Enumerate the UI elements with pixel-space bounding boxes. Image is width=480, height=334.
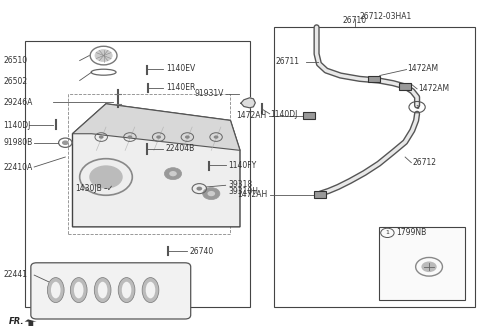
Text: 91931V: 91931V: [194, 89, 224, 98]
Circle shape: [99, 135, 104, 139]
Circle shape: [89, 165, 123, 189]
Bar: [24, 41, 250, 307]
Text: 1140FY: 1140FY: [228, 161, 256, 170]
Circle shape: [185, 135, 190, 139]
Text: 91980B: 91980B: [3, 138, 32, 147]
Bar: [303, 113, 315, 119]
Text: 29246A: 29246A: [3, 98, 33, 107]
Text: 1140DJ: 1140DJ: [271, 110, 298, 119]
Circle shape: [128, 135, 132, 139]
Circle shape: [214, 135, 218, 139]
Text: 1472AH: 1472AH: [238, 190, 268, 199]
Text: 1472AM: 1472AM: [418, 84, 449, 93]
Bar: [68, 94, 230, 233]
Ellipse shape: [71, 278, 87, 303]
Bar: [314, 191, 326, 198]
Ellipse shape: [94, 278, 111, 303]
Text: –✓: –✓: [104, 184, 114, 193]
Text: 1140EV: 1140EV: [166, 64, 195, 73]
Text: 26710: 26710: [343, 16, 367, 25]
Text: FR.: FR.: [9, 317, 25, 326]
Ellipse shape: [51, 282, 60, 298]
Text: 26502: 26502: [3, 77, 27, 86]
Text: 26711: 26711: [276, 57, 300, 66]
Bar: [399, 83, 411, 90]
Ellipse shape: [98, 282, 108, 298]
Circle shape: [421, 262, 437, 272]
Circle shape: [196, 187, 202, 191]
FancyBboxPatch shape: [31, 263, 191, 319]
Circle shape: [62, 140, 69, 145]
Ellipse shape: [142, 278, 159, 303]
Circle shape: [207, 191, 215, 196]
Text: 26740: 26740: [190, 246, 214, 256]
Polygon shape: [241, 98, 255, 108]
Circle shape: [95, 49, 112, 61]
Bar: [368, 75, 380, 82]
Text: 1: 1: [415, 105, 419, 110]
Circle shape: [169, 171, 177, 176]
Ellipse shape: [122, 282, 132, 298]
Text: 22410A: 22410A: [3, 163, 32, 171]
Text: 1: 1: [385, 230, 389, 235]
Ellipse shape: [48, 278, 64, 303]
Text: 26712-03HA1: 26712-03HA1: [360, 12, 412, 21]
Text: 1140DJ: 1140DJ: [3, 121, 30, 130]
Ellipse shape: [74, 282, 84, 298]
Text: 39310H: 39310H: [228, 187, 258, 196]
Bar: [274, 27, 475, 307]
Text: 1472AM: 1472AM: [408, 64, 439, 73]
Bar: [379, 227, 465, 300]
Text: 26510: 26510: [3, 56, 27, 65]
Text: 1430JB: 1430JB: [75, 184, 102, 193]
Polygon shape: [72, 104, 240, 150]
Ellipse shape: [118, 278, 135, 303]
Text: 39318: 39318: [228, 180, 252, 189]
Circle shape: [156, 135, 161, 139]
Text: 1799NB: 1799NB: [396, 228, 426, 237]
Circle shape: [203, 188, 220, 200]
Text: 1472AH: 1472AH: [236, 111, 266, 120]
Text: 22404B: 22404B: [166, 144, 195, 153]
Polygon shape: [24, 319, 36, 326]
Polygon shape: [72, 104, 240, 227]
Circle shape: [164, 168, 181, 180]
Ellipse shape: [146, 282, 156, 298]
Text: 26712: 26712: [412, 158, 436, 167]
Text: 22441: 22441: [3, 270, 27, 279]
Text: 1140ER: 1140ER: [166, 84, 195, 92]
